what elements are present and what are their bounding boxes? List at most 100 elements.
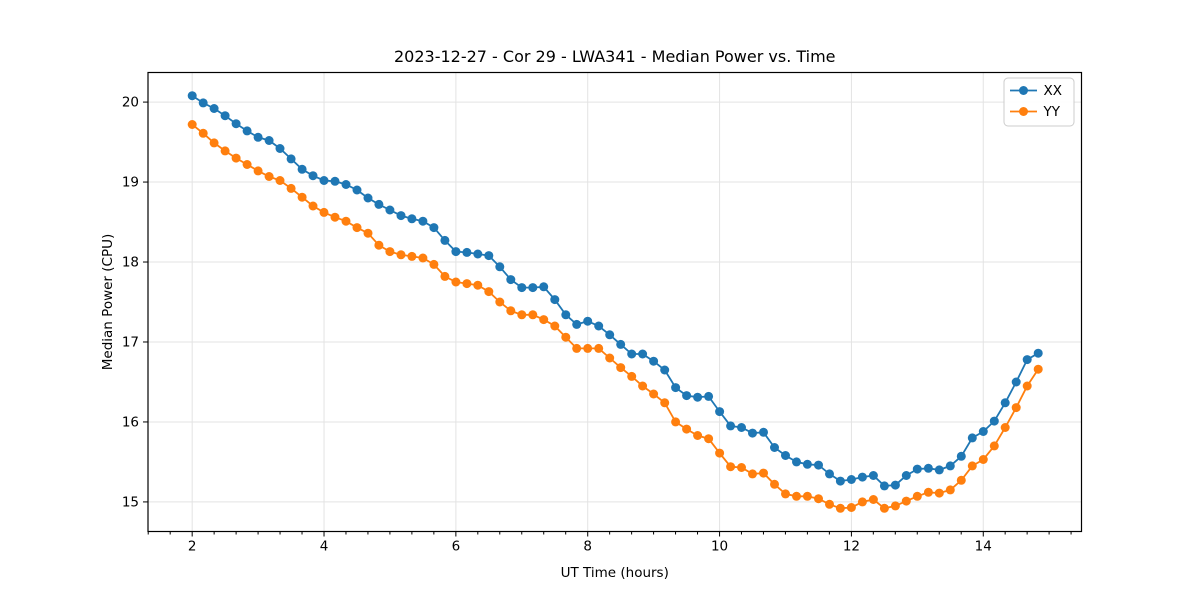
series-xx-marker [868,471,878,480]
series-xx-marker [978,427,988,436]
series-yy-marker [451,277,461,287]
series-yy-marker [583,343,593,353]
series-yy-marker [835,503,845,513]
series-xx-marker [693,392,703,402]
series-yy-marker [407,251,417,261]
series-yy-marker [1022,381,1032,391]
series-xx-marker [374,199,384,209]
series-yy-marker [868,495,878,504]
series-yy-marker [275,176,285,185]
series-yy-marker [330,212,340,222]
series-yy-marker [989,441,999,451]
series-yy-marker [770,479,779,489]
series-xx-marker [209,104,219,113]
legend-marker [1019,107,1028,116]
series-yy-marker [814,494,823,504]
series-xx-marker [605,330,615,340]
series-yy-marker [890,501,900,511]
series-xx-marker [1000,398,1010,408]
series-yy-marker [286,183,296,193]
x-axis-label: UT Time (hours) [561,565,669,581]
y-tick-label: 16 [122,414,139,430]
series-yy-marker [945,485,955,495]
series-xx-marker [286,154,296,164]
series-yy-marker [242,160,252,169]
series-xx-marker [682,391,692,401]
series-yy-marker [341,216,351,226]
series-yy-marker [220,146,230,156]
x-tick-label: 8 [583,539,592,555]
series-yy-marker [198,128,208,138]
legend-marker [1019,86,1028,95]
series-xx-marker [704,391,714,401]
axes-frame [147,71,1083,533]
series-xx [187,91,1043,491]
grid-lines [148,72,1082,532]
series-xx-marker [242,126,252,136]
series-xx-marker [187,91,197,101]
axis-ticks [143,101,1072,537]
series-yy-marker [308,201,318,211]
legend-label: XX [1044,83,1063,99]
legend: XX YY [1003,77,1075,127]
series-xx-marker [912,464,922,474]
series-yy-marker [539,315,549,325]
series-xx-marker [901,471,911,480]
series-xx-marker [341,180,351,189]
series-yy-marker [627,371,637,381]
series-xx-marker [638,349,648,359]
legend-label: YY [1043,104,1061,120]
y-tick-label: 19 [122,175,139,191]
series-xx-marker [857,472,867,482]
series-yy-marker [363,228,373,238]
series-xx-marker [396,211,406,221]
series-yy-marker [879,503,889,513]
series-xx-marker [330,176,340,186]
x-tick-label: 4 [320,539,329,555]
series-xx-marker [539,282,549,292]
series-yy-marker [1011,403,1021,413]
series-xx-marker [473,249,483,259]
series-yy-marker [517,310,527,320]
series-xx-marker [363,193,373,203]
series-xx-marker [802,459,812,469]
series-yy-marker [484,287,494,297]
series-yy-marker [473,280,483,290]
series-yy-marker [846,503,856,512]
series-yy-marker [781,489,790,499]
y-tick-label: 15 [122,494,139,510]
series-yy-marker [550,321,560,331]
chart-plot-area: 2 4 6 8 10 12 14 15 16 17 18 19 20 XX YY [122,71,1083,555]
series-yy-marker [715,448,725,458]
series-xx-marker [275,144,285,153]
x-tick-label: 2 [188,539,197,555]
series-yy-marker [682,424,692,434]
series-xx-marker [451,247,461,257]
series-xx-marker [715,407,725,417]
chart-title: 2023-12-27 - Cor 29 - LWA341 - Median Po… [394,47,836,66]
series-yy-marker [253,166,263,176]
series-xx-marker [352,185,362,195]
series-yy-marker [825,499,834,509]
tick-labels: 2 4 6 8 10 12 14 15 16 17 18 19 20 [122,95,992,555]
series-yy-marker [978,455,988,464]
series-yy-marker [737,463,746,472]
series-xx-marker [792,457,801,467]
series-xx-marker [253,132,263,142]
series-yy-marker [967,461,977,471]
series-xx-marker [572,319,582,329]
series-xx-marker [583,316,593,326]
series-xx-marker [835,476,845,486]
series-xx-marker [220,111,230,121]
series-yy-marker [649,389,659,399]
series-yy-marker [1033,364,1043,374]
series-xx-marker [671,383,681,393]
series-yy-marker [440,271,450,281]
series-yy-marker [726,462,736,472]
series-xx-line [191,94,1039,487]
series-xx-marker [198,98,208,108]
series-yy-marker [912,491,922,501]
series-xx-marker [846,475,856,484]
series-xx-marker [429,223,439,233]
